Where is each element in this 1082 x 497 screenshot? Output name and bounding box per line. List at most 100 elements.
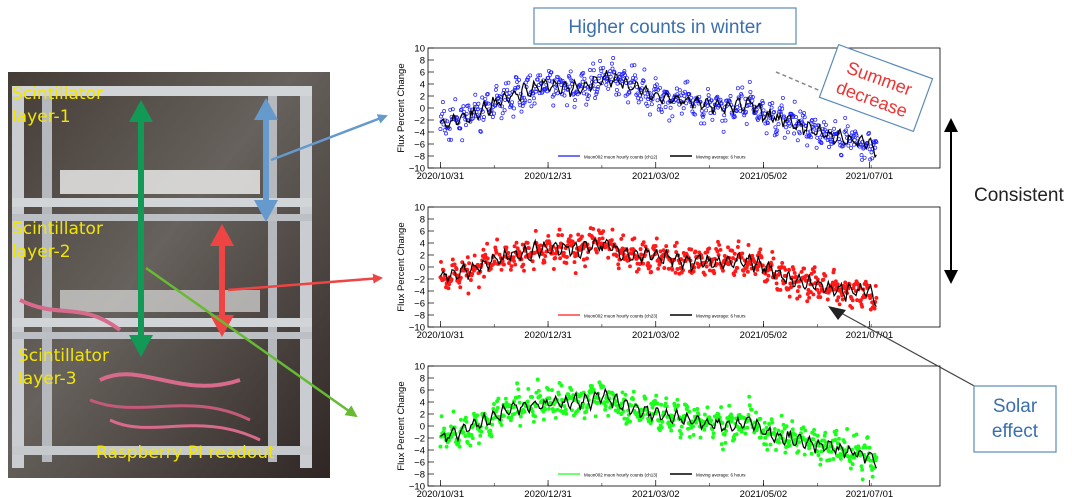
data-point — [712, 271, 717, 276]
data-point — [570, 408, 574, 413]
data-point — [662, 266, 667, 270]
data-point — [764, 425, 769, 430]
y-tick-label: −10 — [409, 164, 425, 175]
data-point — [814, 145, 819, 150]
data-point — [792, 270, 797, 275]
data-point — [536, 73, 541, 78]
data-point — [837, 436, 841, 441]
data-point — [660, 419, 665, 424]
data-point — [720, 421, 725, 425]
data-point — [664, 396, 669, 401]
data-point — [612, 69, 617, 74]
data-point — [797, 440, 802, 445]
data-point — [869, 150, 874, 155]
data-point — [565, 103, 569, 108]
data-point — [784, 125, 788, 130]
data-point — [590, 384, 594, 389]
data-point — [685, 79, 690, 84]
data-point — [475, 105, 480, 110]
data-point — [744, 121, 749, 126]
data-point — [677, 88, 682, 93]
x-tick-label: 2020/12/31 — [524, 489, 572, 497]
data-point — [818, 140, 823, 145]
data-point — [697, 94, 702, 99]
data-point — [721, 129, 726, 134]
data-point — [709, 98, 714, 103]
data-point — [454, 267, 459, 272]
data-point — [767, 102, 772, 106]
data-point — [598, 66, 603, 71]
data-point — [833, 279, 838, 284]
data-point — [747, 79, 752, 84]
data-point — [702, 412, 707, 417]
data-point — [827, 289, 831, 294]
x-tick-label: 2021/03/02 — [632, 489, 680, 497]
data-point — [731, 256, 735, 261]
data-point — [722, 113, 727, 118]
legend-label-counts: Muon002 muon hourly counts (ch13) — [584, 473, 658, 478]
y-tick-label: 8 — [420, 215, 425, 226]
data-point — [833, 438, 838, 442]
data-point — [804, 273, 809, 278]
data-point — [440, 100, 445, 105]
data-point — [656, 266, 661, 271]
consistent-arrow — [944, 118, 958, 284]
data-point — [732, 251, 737, 256]
data-point — [527, 99, 532, 103]
data-point — [622, 69, 627, 74]
data-point — [781, 281, 786, 286]
data-point — [850, 298, 855, 303]
data-point — [799, 118, 804, 123]
data-point — [555, 407, 560, 412]
data-point — [664, 404, 669, 409]
data-point — [787, 294, 792, 299]
consistent-label: Consistent — [974, 185, 1064, 206]
legend-label-average: Moving average: 6 hours — [696, 155, 746, 160]
data-point — [508, 267, 513, 272]
data-point — [812, 432, 817, 437]
data-point — [858, 142, 863, 147]
data-point — [692, 407, 697, 412]
data-point — [575, 89, 579, 94]
legend-label-counts: Muon002 muon hourly counts (ch12) — [584, 155, 658, 160]
data-point — [653, 398, 657, 403]
x-tick-label: 2021/05/02 — [740, 171, 788, 182]
data-point — [842, 440, 847, 445]
photo-label-layer2: Scintillator layer-2 — [12, 219, 103, 262]
x-tick-label: 2021/03/02 — [632, 330, 680, 341]
x-tick-label: 2021/07/01 — [846, 330, 894, 341]
x-tick-label: 2021/05/02 — [740, 489, 788, 497]
data-point — [818, 462, 823, 467]
data-point — [603, 404, 608, 408]
data-point — [502, 108, 507, 113]
svg-text:Scintillator: Scintillator — [12, 84, 103, 104]
data-point — [536, 388, 541, 393]
data-point — [523, 98, 528, 103]
data-point — [632, 236, 637, 241]
data-point — [604, 82, 609, 87]
data-point — [828, 139, 833, 144]
data-point — [661, 248, 666, 253]
data-point — [562, 404, 567, 409]
data-point — [510, 100, 515, 105]
data-point — [706, 86, 710, 91]
data-point — [467, 107, 472, 112]
data-point — [616, 266, 621, 271]
data-point — [500, 104, 505, 109]
data-point — [682, 93, 687, 98]
data-point — [662, 89, 667, 94]
data-point — [747, 403, 752, 408]
data-point — [466, 291, 471, 296]
data-point — [698, 435, 703, 440]
data-point — [629, 403, 634, 408]
y-tick-label: 4 — [420, 239, 425, 250]
data-point — [787, 443, 792, 448]
data-point — [787, 121, 792, 126]
data-point — [581, 91, 586, 96]
data-point — [575, 92, 580, 97]
data-point — [840, 297, 845, 302]
data-point — [722, 432, 727, 437]
data-point — [586, 93, 591, 98]
data-point — [445, 119, 450, 124]
